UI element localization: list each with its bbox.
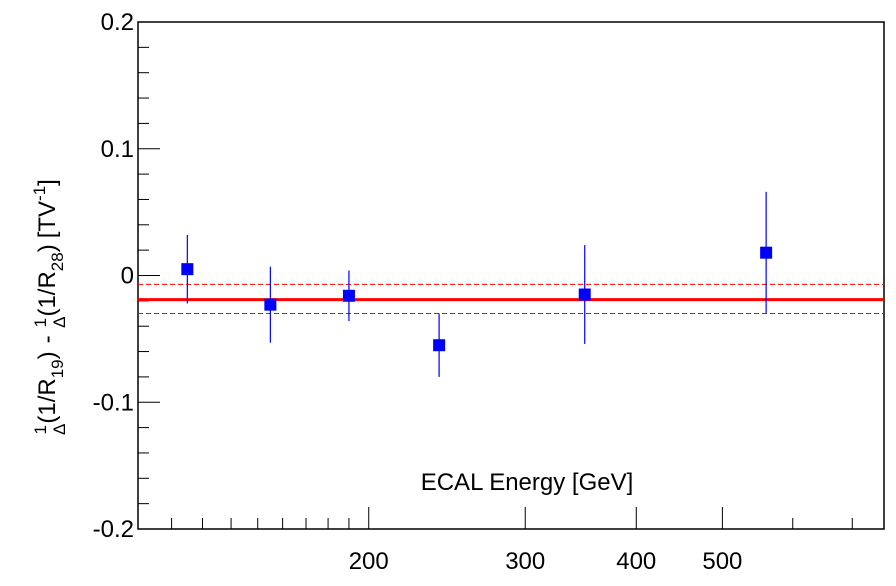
x-tick-label: 400 xyxy=(616,548,656,575)
data-point xyxy=(433,339,446,352)
plot-border xyxy=(137,21,885,530)
x-tick-label: 200 xyxy=(349,548,389,575)
x-axis-ticks xyxy=(137,507,853,529)
x-tick-label: 300 xyxy=(505,548,545,575)
svg-text:1Δ(1/R19)-1Δ(1/R28)[TV-1]: 1Δ(1/R19)-1Δ(1/R28)[TV-1] xyxy=(30,179,69,435)
y-title-close2: ) xyxy=(34,244,61,252)
y-axis-title: 1Δ(1/R19)-1Δ(1/R28)[TV-1] xyxy=(30,179,69,435)
y-tick-label: -0.2 xyxy=(93,516,134,543)
tick-labels: 0.2 0.1 0 -0.1 -0.2 200 300 400 500 xyxy=(93,9,743,575)
x-axis-title: ECAL Energy [GeV] xyxy=(421,469,634,496)
x-tick-label: 500 xyxy=(702,548,742,575)
y-tick-label: 0 xyxy=(121,263,134,290)
data-point xyxy=(264,298,277,311)
data-points xyxy=(181,191,773,377)
y-title-unit-sup: -1 xyxy=(30,186,49,201)
plot-frame xyxy=(137,21,885,530)
data-point xyxy=(760,246,773,259)
y-title-close1: ) xyxy=(34,351,61,359)
y-title-unit-open: [TV xyxy=(34,201,61,238)
y-title-frac1-den: Δ xyxy=(50,424,69,435)
data-point xyxy=(342,289,355,302)
y-tick-label: 0.2 xyxy=(101,9,134,36)
y-title-sub2: 28 xyxy=(48,252,67,271)
y-title-frac2-den: Δ xyxy=(50,317,69,328)
fit-lines xyxy=(138,283,884,315)
y-title-frac2-num: 1 xyxy=(31,318,50,327)
y-title-sub1: 19 xyxy=(48,359,67,378)
y-title-term2: (1/R xyxy=(34,271,61,316)
y-tick-label: -0.1 xyxy=(93,389,134,416)
data-point xyxy=(181,263,194,276)
y-title-term1: (1/R xyxy=(34,378,61,423)
y-title-minus: - xyxy=(34,335,61,343)
y-title-frac1-num: 1 xyxy=(31,425,50,434)
y-axis-ticks xyxy=(138,21,160,530)
y-title-unit-close: ] xyxy=(34,179,61,186)
data-point xyxy=(578,288,591,301)
y-tick-label: 0.1 xyxy=(101,136,134,163)
